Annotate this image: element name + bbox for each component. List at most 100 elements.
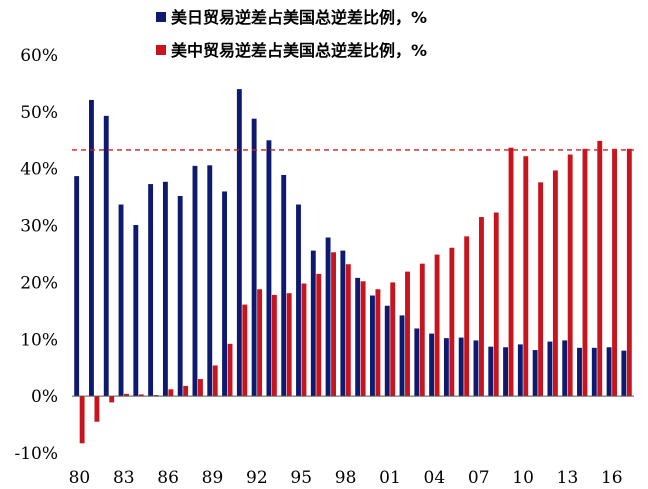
bar-china	[124, 393, 129, 397]
legend-label-japan: 美日贸易逆差占美国总逆差比例，%	[171, 8, 427, 27]
y-tick-label: -10%	[14, 444, 58, 464]
x-tick-label: 16	[601, 468, 623, 488]
bar-japan	[133, 225, 139, 397]
bar-japan	[384, 305, 390, 397]
y-tick-label: 30%	[20, 217, 58, 237]
bar-china	[449, 247, 455, 397]
bar-japan	[310, 250, 316, 397]
bar-japan	[222, 191, 227, 397]
bar-china	[109, 396, 115, 403]
bar-china	[464, 236, 470, 397]
bar-china	[523, 156, 529, 397]
y-tick-label: 60%	[20, 46, 58, 66]
bar-china	[508, 147, 514, 397]
bar-china	[434, 254, 440, 397]
x-tick-label: 01	[379, 468, 401, 488]
legend-swatch-japan	[156, 12, 166, 22]
y-tick-label: 10%	[20, 330, 58, 350]
x-tick-label: 92	[246, 468, 268, 488]
bar-china	[479, 217, 484, 397]
bar-japan	[207, 165, 213, 397]
bar-china	[405, 271, 410, 397]
bar-japan	[148, 184, 154, 397]
bar-china	[242, 304, 248, 397]
y-tick-label: 50%	[20, 103, 58, 123]
bar-china	[375, 289, 381, 397]
bar-japan	[399, 315, 405, 397]
bar-japan	[162, 181, 168, 397]
bar-japan	[370, 295, 375, 397]
bar-japan	[517, 344, 523, 397]
bar-japan	[296, 204, 301, 397]
y-tick-label: 40%	[20, 160, 58, 180]
bar-japan	[547, 341, 553, 397]
y-axis: 60% 50% 40% 30% 20% 10% 0% -10%	[14, 46, 58, 464]
bar-china	[626, 148, 632, 397]
x-tick-label: 80	[69, 468, 91, 488]
x-tick-label: 83	[113, 468, 135, 488]
bar-china	[360, 281, 366, 397]
bar-china	[331, 252, 336, 397]
bar-china	[612, 148, 617, 397]
bar-japan	[325, 237, 331, 397]
bar-japan	[532, 350, 538, 397]
bar-japan	[355, 277, 361, 397]
bar-china	[538, 182, 544, 397]
x-tick-label: 86	[157, 468, 179, 488]
bar-japan	[577, 347, 582, 397]
x-tick-label: 04	[424, 468, 446, 488]
bar-japan	[177, 196, 183, 397]
bar-japan	[503, 347, 508, 397]
bar-japan	[591, 347, 597, 397]
bar-japan	[236, 89, 242, 397]
bar-china	[79, 396, 85, 444]
bar-japan	[192, 165, 198, 397]
bar-china	[153, 395, 159, 397]
bar-japan	[89, 99, 94, 397]
bar-china	[227, 343, 233, 397]
legend: 美日贸易逆差占美国总逆差比例，% 美中贸易逆差占美国总逆差比例，%	[156, 8, 427, 60]
bar-china	[286, 293, 292, 397]
bar-japan	[473, 340, 479, 397]
x-tick-label: 98	[335, 468, 357, 488]
bar-china	[582, 148, 588, 397]
bar-china	[419, 263, 425, 397]
bar-china	[168, 389, 174, 397]
bars-japan	[74, 89, 627, 397]
bar-japan	[118, 204, 124, 397]
bar-japan	[74, 176, 80, 397]
bar-china	[390, 282, 396, 397]
bar-japan	[562, 340, 568, 397]
legend-swatch-china	[156, 45, 166, 55]
bar-japan	[251, 118, 257, 397]
bar-china	[271, 294, 277, 397]
legend-label-china: 美中贸易逆差占美国总逆差比例，%	[171, 41, 427, 60]
x-tick-label: 89	[202, 468, 224, 488]
x-tick-label: 95	[290, 468, 312, 488]
bar-japan	[429, 333, 435, 397]
bar-china	[94, 396, 100, 422]
bar-china	[552, 170, 558, 397]
x-tick-label: 13	[557, 468, 579, 488]
x-axis: 80 83 86 89 92 95 98 01 04 07 10 13 16	[69, 468, 623, 488]
bar-japan	[443, 338, 449, 397]
bar-japan	[488, 346, 494, 397]
bar-china	[345, 264, 351, 397]
x-tick-label: 07	[468, 468, 490, 488]
bar-japan	[414, 328, 420, 397]
bar-japan	[606, 347, 612, 397]
y-tick-label: 20%	[20, 273, 58, 293]
bar-china	[493, 212, 499, 397]
bar-china	[567, 154, 573, 397]
bar-japan	[621, 350, 627, 397]
bar-china	[198, 379, 203, 397]
bar-japan	[340, 250, 346, 397]
bar-china	[316, 273, 322, 397]
bar-china	[597, 140, 603, 397]
x-tick-label: 10	[512, 468, 534, 488]
bar-japan	[266, 140, 272, 397]
bar-japan	[103, 115, 109, 397]
y-tick-label: 0%	[31, 387, 58, 407]
bar-china	[301, 283, 307, 397]
